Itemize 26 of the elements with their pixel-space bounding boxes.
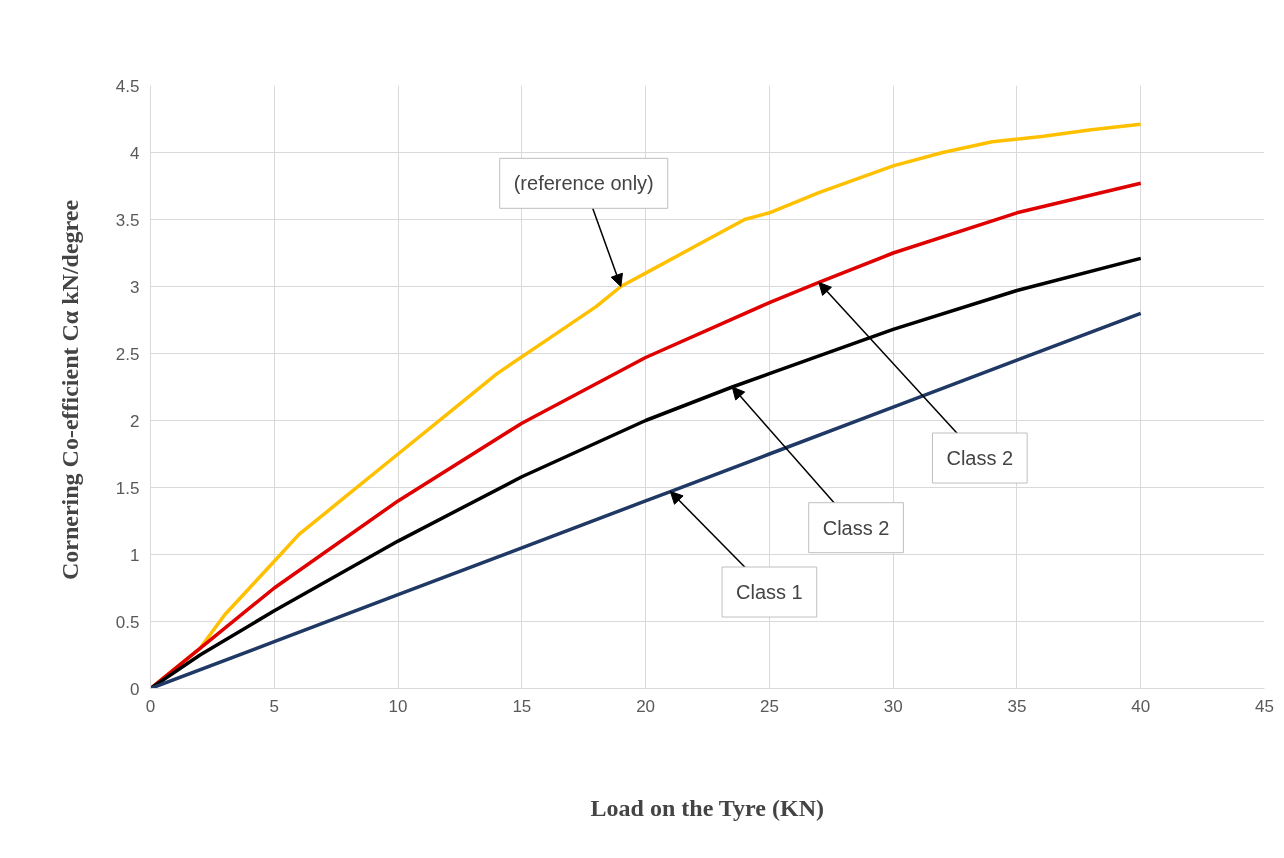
y-tick-label: 2 (130, 411, 140, 431)
x-tick-label: 35 (1007, 696, 1027, 716)
y-tick-label: 0.5 (115, 612, 140, 632)
x-tick-label: 5 (269, 696, 280, 716)
x-tick-label: 40 (1131, 696, 1151, 716)
x-tick-label: 20 (636, 696, 656, 716)
y-tick-label: 2.5 (115, 344, 140, 364)
y-tick-label: 4.5 (115, 76, 140, 96)
y-tick-label: 0 (130, 679, 140, 699)
annotation: Class 1 (736, 581, 803, 604)
x-tick-label: 30 (883, 696, 903, 716)
x-tick-label: 45 (1255, 696, 1274, 716)
x-tick-label: 25 (759, 696, 779, 716)
y-tick-label: 1 (130, 545, 140, 565)
x-tick-label: 15 (512, 696, 532, 716)
annotation: (reference only) (513, 172, 654, 195)
y-tick-label: 3 (130, 277, 140, 297)
y-axis-title: Cornering Co-efficient Cα kN/degree (56, 199, 83, 581)
x-axis-title: Load on the Tyre (KN) (590, 794, 824, 821)
annotation: Class 2 (946, 447, 1014, 470)
y-tick-label: 3.5 (115, 210, 140, 230)
annotation: Class 2 (822, 516, 890, 539)
x-tick-label: 0 (145, 696, 156, 716)
y-tick-label: 1.5 (115, 478, 140, 498)
y-tick-label: 4 (130, 143, 140, 163)
x-tick-label: 10 (388, 696, 408, 716)
